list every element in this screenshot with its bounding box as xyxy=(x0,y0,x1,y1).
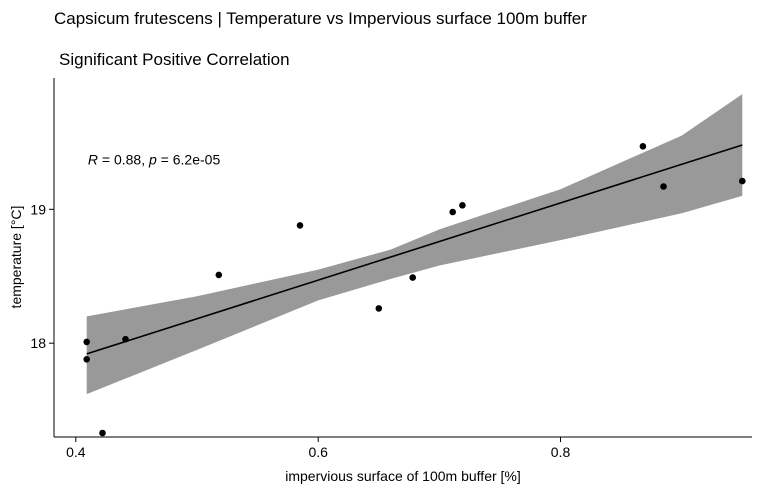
annotation-p-value: = 6.2e-05 xyxy=(157,152,221,168)
data-point xyxy=(375,305,383,312)
data-points-layer xyxy=(83,143,746,437)
confidence-band-layer xyxy=(86,94,743,395)
data-point xyxy=(83,356,90,363)
annotation-p-label: p xyxy=(148,152,157,168)
data-point xyxy=(83,338,90,346)
chart-title: Capsicum frutescens | Temperature vs Imp… xyxy=(54,9,587,28)
x-axis-ticks: 0.4 0.6 0.8 xyxy=(66,437,570,460)
annotation-r-label: R xyxy=(88,152,98,168)
data-point xyxy=(409,274,417,281)
data-point xyxy=(122,335,129,343)
data-point xyxy=(639,143,647,150)
x-tick-label: 0.4 xyxy=(66,444,86,460)
confidence-band xyxy=(86,94,743,395)
data-point xyxy=(99,429,106,437)
x-axis-label: impervious surface of 100m buffer [%] xyxy=(285,468,521,484)
y-axis-label: temperature [°C] xyxy=(8,206,24,309)
x-tick-label: 0.6 xyxy=(308,444,328,460)
y-tick-label: 19 xyxy=(30,201,46,217)
data-point xyxy=(739,177,746,185)
data-point xyxy=(449,208,457,216)
correlation-annotation: R = 0.88, p = 6.2e-05 xyxy=(88,152,221,168)
regression-line-layer xyxy=(86,144,743,355)
chart-subtitle: Significant Positive Correlation xyxy=(59,50,290,69)
data-point xyxy=(215,271,223,279)
annotation-r-value: = 0.88, xyxy=(98,152,149,168)
x-tick-label: 0.8 xyxy=(551,444,571,460)
data-point xyxy=(660,183,667,190)
regression-line xyxy=(86,144,743,355)
y-tick-label: 18 xyxy=(30,335,46,351)
data-point xyxy=(296,222,304,229)
data-point xyxy=(459,202,466,209)
